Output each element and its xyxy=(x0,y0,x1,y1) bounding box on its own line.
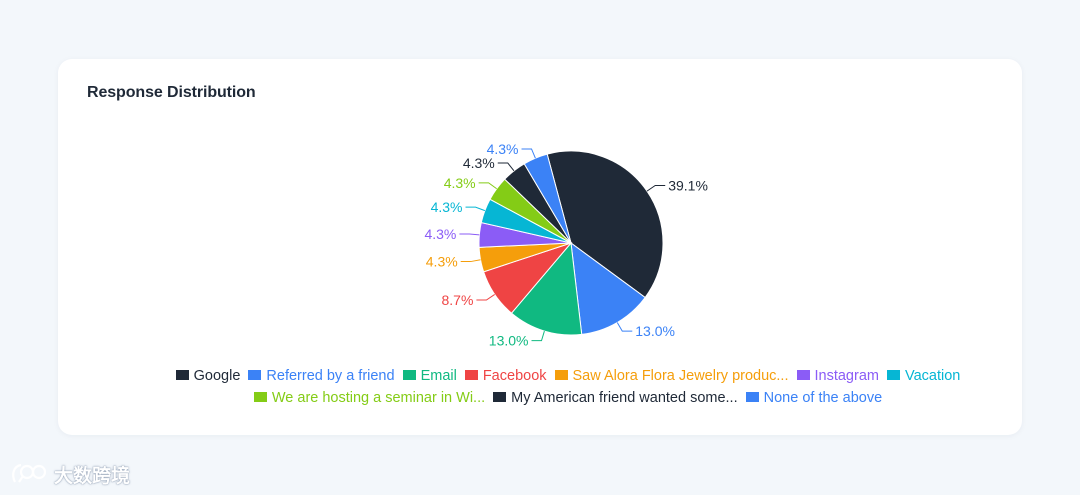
legend-swatch xyxy=(886,370,900,380)
response-distribution-card: Response Distribution 39.1% 13.0% 13.0% 8.7… xyxy=(58,59,1022,435)
leader-line xyxy=(476,293,495,301)
leader-line xyxy=(460,259,481,263)
leader-line xyxy=(616,322,633,332)
legend-item[interactable]: My American friend wanted some... xyxy=(493,387,738,409)
legend-swatch xyxy=(554,370,568,380)
legend-item[interactable]: Saw Alora Flora Jewelry produc... xyxy=(554,365,789,387)
data-label: 8.7% xyxy=(441,292,473,308)
data-label: 4.3% xyxy=(426,254,458,270)
pie-slice[interactable] xyxy=(546,150,664,299)
leader-line xyxy=(459,233,480,236)
legend-label: Saw Alora Flora Jewelry produc... xyxy=(572,368,789,384)
watermark-text: 大数跨境 xyxy=(54,465,131,487)
leader-line xyxy=(531,330,545,342)
legend-label: Google xyxy=(193,368,241,384)
legend-item[interactable]: Instagram xyxy=(796,365,879,387)
pie-slice[interactable] xyxy=(523,153,572,244)
watermark-logo: 大数跨境 xyxy=(10,460,130,488)
legend-swatch xyxy=(464,370,478,380)
data-label: 13.0% xyxy=(489,333,529,349)
legend-label: Email xyxy=(420,368,457,384)
leader-line xyxy=(465,206,486,212)
data-label: 39.1% xyxy=(668,177,708,193)
legend-swatch xyxy=(175,370,189,380)
data-label: 4.3% xyxy=(463,155,495,171)
legend-item[interactable]: Email xyxy=(402,365,457,387)
data-label: 4.3% xyxy=(487,141,519,157)
leader-line xyxy=(478,182,498,190)
pie-slice[interactable] xyxy=(510,241,583,336)
legend-swatch xyxy=(745,392,759,402)
pie-slice[interactable] xyxy=(570,241,646,335)
legend-row: We are hosting a seminar in Wi... My Amer… xyxy=(138,387,998,409)
legend-label: None of the above xyxy=(763,390,883,406)
legend-swatch xyxy=(248,370,262,380)
legend-label: Facebook xyxy=(482,368,547,384)
legend-item[interactable]: Facebook xyxy=(464,365,547,387)
legend-label: We are hosting a seminar in Wi... xyxy=(271,390,486,406)
legend-label: Vacation xyxy=(904,368,961,384)
legend-item[interactable]: Google xyxy=(175,365,241,387)
watermark-icon xyxy=(12,463,47,483)
data-label: 4.3% xyxy=(444,175,476,191)
card-title: Response Distribution xyxy=(87,84,256,101)
legend-label: Referred by a friend xyxy=(266,368,395,384)
data-label: 4.3% xyxy=(431,199,463,215)
legend-swatch xyxy=(493,392,507,402)
legend-swatch xyxy=(796,370,810,380)
legend-item[interactable]: We are hosting a seminar in Wi... xyxy=(253,387,486,409)
legend-item[interactable]: Referred by a friend xyxy=(248,365,395,387)
data-label: 4.3% xyxy=(424,226,456,242)
leader-line xyxy=(497,162,515,172)
legend-label: My American friend wanted some... xyxy=(511,390,738,406)
legend-swatch xyxy=(253,392,267,402)
leader-line xyxy=(646,184,666,192)
legend-row: Google Referred by a friend Email Facebook S… xyxy=(138,365,998,387)
legend-item[interactable]: None of the above xyxy=(745,387,883,409)
leader-line xyxy=(521,148,536,159)
pie-chart: 39.1%13.0%13.0%8.7%4.3%4.3%4.3%4.3%4.3%4… xyxy=(424,141,708,349)
legend-item[interactable]: Vacation xyxy=(886,365,961,387)
legend-label: Instagram xyxy=(814,368,879,384)
chart-legend: Google Referred by a friend Email Facebook S… xyxy=(138,365,998,409)
data-label: 13.0% xyxy=(635,323,675,339)
legend-swatch xyxy=(402,370,416,380)
